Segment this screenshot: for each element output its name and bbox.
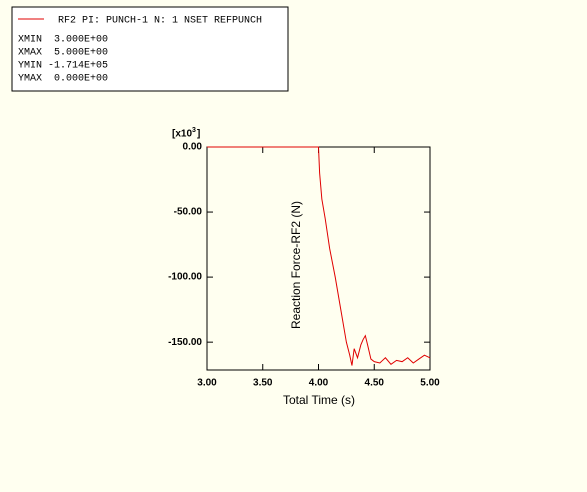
- y-multiplier-exp: 3: [192, 127, 196, 134]
- y-axis-label: Reaction Force-RF2 (N): [289, 201, 303, 329]
- y-tick-label: -50.00: [174, 207, 203, 218]
- y-multiplier-close: ]: [197, 129, 200, 140]
- y-tick-label: -100.00: [168, 272, 202, 283]
- x-tick-label: 5.00: [420, 378, 440, 389]
- plot-frame: [206, 146, 431, 371]
- legend-label: RF2 PI: PUNCH-1 N: 1 NSET REFPUNCH: [58, 16, 262, 27]
- x-tick-label: 3.50: [253, 378, 273, 389]
- x-tick-label: 4.00: [309, 378, 329, 389]
- x-axis-label: Total Time (s): [283, 393, 355, 407]
- legend-info: XMAX 5.000E+00: [18, 48, 108, 59]
- data-line: [207, 146, 431, 366]
- y-multiplier: [x10: [172, 129, 192, 140]
- legend-info: YMAX 0.000E+00: [18, 74, 108, 85]
- y-tick-label: 0.00: [183, 142, 203, 153]
- legend-info: YMIN -1.714E+05: [18, 61, 108, 72]
- x-tick-label: 3.00: [197, 378, 217, 389]
- legend-box: [11, 6, 289, 92]
- x-tick-label: 4.50: [365, 378, 385, 389]
- y-tick-label: -150.00: [168, 337, 202, 348]
- legend-info: XMIN 3.000E+00: [18, 35, 108, 46]
